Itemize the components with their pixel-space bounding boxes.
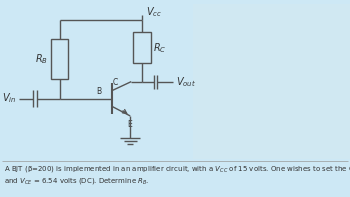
Bar xyxy=(193,4,350,159)
Text: C: C xyxy=(113,78,118,87)
Text: $V_{in}$: $V_{in}$ xyxy=(2,92,17,105)
Text: $V_{cc}$: $V_{cc}$ xyxy=(146,5,162,19)
Text: B: B xyxy=(96,87,101,96)
Text: $R_C$: $R_C$ xyxy=(153,41,167,55)
Bar xyxy=(133,32,150,63)
Text: E: E xyxy=(127,120,132,129)
Text: A BJT (β=200) is implemented in an amplifier circuit, with a $V_{CC}$ of 15 volt: A BJT (β=200) is implemented in an ampli… xyxy=(4,164,350,186)
Bar xyxy=(51,39,68,79)
Text: $V_{out}$: $V_{out}$ xyxy=(176,75,196,88)
Text: $R_B$: $R_B$ xyxy=(35,52,48,66)
